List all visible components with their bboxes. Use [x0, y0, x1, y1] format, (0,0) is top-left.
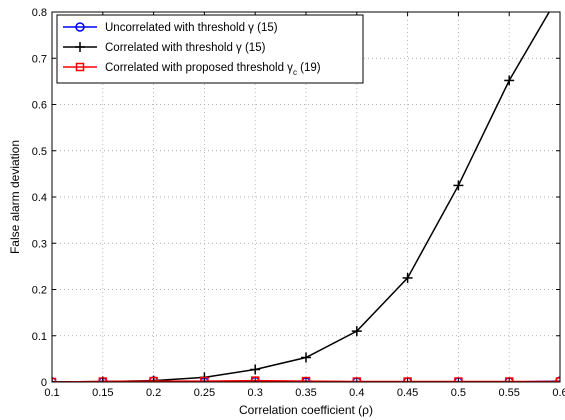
x-tick-label: 0.35: [295, 387, 316, 399]
series-2-point: [351, 326, 362, 337]
series-3-point: [301, 376, 311, 382]
legend-label-1: Uncorrelated with threshold γ (15): [105, 22, 278, 34]
axis-ticks: 0.1 0.15 0.2 0.25 0.3 0.35 0.4 0.45 0.5 0.55 0.600…: [32, 7, 565, 399]
legend-marker-2: [75, 42, 85, 52]
y-tick-label: 0.2: [32, 285, 47, 297]
legend-box: [56, 14, 364, 84]
y-tick-label: 0.5: [32, 146, 47, 158]
y-tick-label: 0.7: [32, 53, 47, 65]
x-tick-label: 0.25: [194, 387, 215, 399]
x-tick-label: 0.2: [146, 387, 161, 399]
x-tick-label: 0.3: [248, 387, 263, 399]
x-tick-label: 0.6: [552, 387, 565, 399]
x-tick-label: 0.5: [451, 387, 466, 399]
y-tick-label: 0.6: [32, 100, 47, 112]
x-tick-label: 0.1: [44, 387, 59, 399]
series-3-point: [200, 376, 209, 382]
series-3-point: [149, 376, 158, 382]
legend-label-3: Correlated with proposed threshold γc (1…: [105, 62, 321, 77]
series-2-point: [250, 364, 261, 375]
x-tick-label: 0.55: [498, 387, 519, 399]
y-tick-label: 0.1: [32, 331, 47, 343]
x-tick-label: 0.15: [92, 387, 113, 399]
legend-label-2: Correlated with threshold γ (15): [105, 42, 266, 54]
series-2-point: [301, 352, 311, 363]
x-tick-label: 0.4: [349, 387, 364, 399]
legend: Uncorrelated with threshold γ (15) Correl…: [56, 14, 364, 84]
series-2-point: [504, 75, 515, 86]
legend-marker-3: [75, 62, 85, 72]
y-tick-label: 0: [41, 377, 47, 389]
x-axis-label: Correlation coefficient (ρ): [239, 403, 373, 417]
legend-marker-1: [75, 22, 85, 32]
series-2-point: [402, 272, 413, 283]
x-tick-label: 0.45: [397, 387, 418, 399]
y-tick-label: 0.3: [32, 238, 47, 250]
y-axis-label: False alarm deviation: [8, 140, 22, 254]
y-tick-label: 0.8: [32, 7, 47, 19]
series-3-point: [250, 376, 260, 382]
grid: [52, 12, 560, 382]
y-tick-label: 0.4: [32, 192, 47, 204]
series-2-point: [453, 180, 464, 191]
